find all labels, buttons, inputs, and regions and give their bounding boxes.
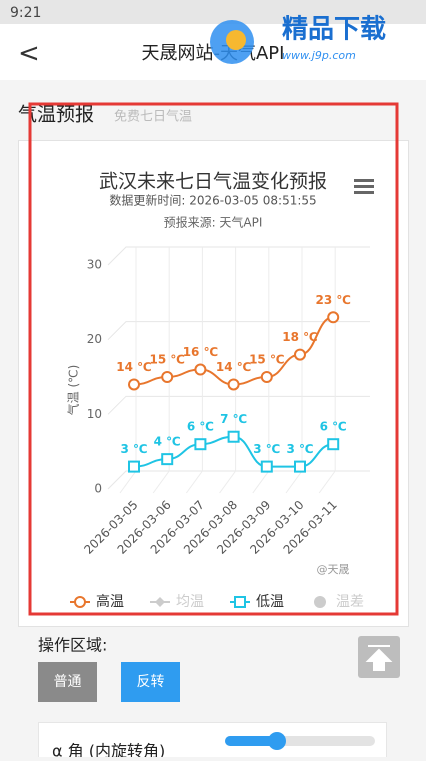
data-label: 15 ℃: [249, 353, 284, 367]
y-axis-label: 气温 (℃): [66, 365, 81, 416]
section-subtitle: 免费七日气温: [114, 109, 192, 125]
slider-fill: [225, 736, 277, 746]
button-normal[interactable]: [38, 662, 97, 702]
grid-line: [107, 321, 370, 341]
point-marker: [260, 460, 273, 473]
x-grid-line: [185, 247, 203, 494]
legend-label: 低温: [256, 594, 284, 610]
grid-line: [107, 395, 370, 415]
legend-symbol: [234, 596, 246, 608]
point-marker: [294, 460, 306, 473]
data-label: 3 ℃: [120, 442, 147, 456]
y-tick-label: 0: [94, 482, 102, 496]
data-label: 23 ℃: [315, 293, 350, 307]
data-label: 14 ℃: [116, 360, 151, 374]
chart-source: 预报来源: 天气API: [164, 215, 263, 230]
slider-card: [38, 722, 387, 761]
watermark-brand: 精品下载: [282, 15, 386, 45]
legend-symbol: [155, 597, 165, 607]
scroll-top-icon: [365, 645, 393, 671]
data-label: 14 ℃: [216, 360, 251, 374]
menu-bar: [354, 179, 374, 182]
button-label: 普通: [54, 674, 82, 690]
point-marker: [161, 453, 174, 466]
button-label: 反转: [137, 674, 165, 690]
section-title: 气温预报: [18, 104, 94, 126]
point-marker: [327, 311, 340, 324]
chart-subtitle: 数据更新时间: 2026-03-05 08:51:55: [109, 193, 316, 208]
data-label: 15 ℃: [149, 353, 184, 367]
y-tick-label: 10: [87, 407, 102, 421]
point-marker: [128, 460, 140, 473]
legend-symbol: [314, 596, 326, 608]
point-marker: [327, 438, 340, 451]
highlight-box: [28, 102, 399, 616]
watermark-logo-dot: [226, 30, 246, 50]
grid-line: [107, 470, 370, 490]
data-label: 18 ℃: [282, 330, 317, 344]
data-label: 16 ℃: [183, 345, 218, 359]
slider-label: α 角 (内旋转角): [52, 742, 165, 758]
point-marker: [227, 378, 240, 391]
data-label: 7 ℃: [220, 412, 247, 426]
chart-credit: @天晟: [317, 563, 350, 576]
data-label: 3 ℃: [253, 442, 280, 456]
menu-bar: [354, 191, 374, 194]
data-label: 3 ℃: [286, 442, 313, 456]
data-label: 6 ℃: [320, 420, 347, 434]
back-button[interactable]: <: [18, 39, 40, 69]
data-label: 6 ℃: [187, 420, 214, 434]
watermark-url: www.j9p.com: [282, 49, 356, 62]
slider-knob[interactable]: [268, 732, 286, 750]
point-marker: [128, 378, 140, 391]
menu-icon[interactable]: [354, 179, 374, 194]
x-grid-line: [152, 247, 170, 494]
point-marker: [227, 430, 240, 443]
data-label: 4 ℃: [154, 435, 181, 449]
y-tick-label: 30: [87, 258, 102, 272]
point-marker: [194, 363, 207, 376]
point-marker: [161, 371, 174, 383]
button-reverse[interactable]: [121, 662, 180, 702]
legend-label: 温差: [336, 594, 364, 610]
grid-line: [107, 246, 370, 266]
point-marker: [260, 371, 273, 383]
x-grid-line: [219, 247, 237, 494]
controls-title: 操作区域:: [38, 636, 107, 655]
point-marker: [194, 438, 207, 451]
status-bar: [0, 0, 426, 24]
chart-title: 武汉未来七日气温变化预报: [99, 171, 327, 193]
legend-label: 高温: [96, 593, 124, 610]
chart-card: [18, 140, 409, 627]
legend-label: 均温: [176, 594, 204, 610]
status-time: 9:21: [10, 5, 41, 21]
y-tick-label: 20: [87, 332, 102, 346]
legend-symbol: [74, 596, 86, 608]
menu-bar: [354, 185, 374, 188]
point-marker: [294, 348, 306, 361]
